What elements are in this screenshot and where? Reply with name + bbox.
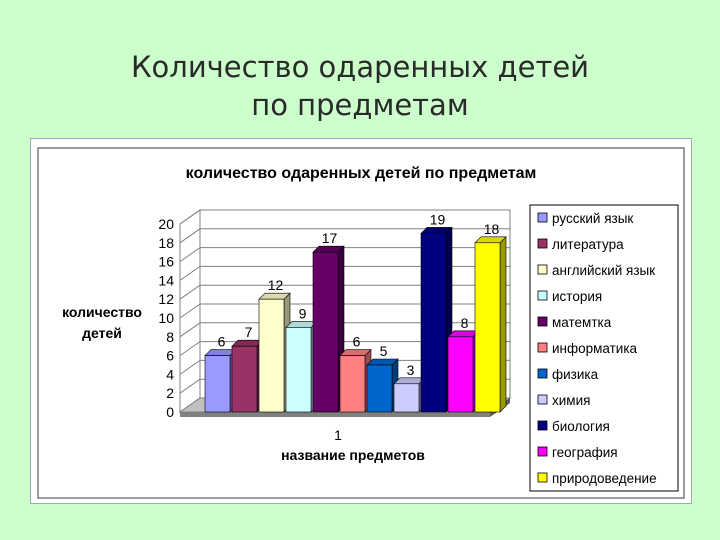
legend-label: география [552, 445, 618, 460]
data-label: 5 [380, 343, 388, 359]
data-label: 18 [484, 221, 500, 237]
legend-label: информатика [552, 341, 638, 356]
gridline-side [179, 209, 201, 225]
gridline-side [179, 265, 201, 281]
legend-swatch [537, 420, 548, 431]
bar-4 [285, 320, 318, 413]
bar-9 [420, 226, 453, 413]
legend-item: русский язык [537, 211, 633, 226]
gridline-side [179, 247, 201, 263]
legend-label: химия [552, 393, 590, 408]
gridline-side [179, 322, 201, 338]
legend-label: природоведение [552, 471, 657, 486]
y-tick-label: 6 [166, 348, 174, 364]
y-tick-label: 10 [158, 310, 174, 326]
data-label: 6 [353, 334, 361, 350]
slide-title-line2: по предметам [251, 88, 469, 122]
data-label: 19 [430, 211, 446, 227]
y-axis-label-line1: количество [62, 304, 142, 320]
data-label: 17 [322, 230, 338, 246]
y-tick-label: 0 [166, 404, 174, 420]
legend-item: физика [537, 367, 599, 382]
legend-swatch [537, 368, 548, 379]
data-label: 3 [407, 362, 415, 378]
legend-label: история [552, 289, 602, 304]
legend-item: литература [537, 237, 624, 252]
bar-7 [366, 358, 399, 413]
gridline-side [179, 341, 201, 357]
bar-2 [231, 339, 264, 413]
gridline-side [179, 284, 201, 300]
y-tick-label: 18 [158, 235, 174, 251]
data-label: 6 [218, 334, 226, 350]
chart-title: количество одаренных детей по предметам [186, 165, 537, 182]
legend-swatch [537, 472, 548, 483]
legend-label: литература [552, 237, 624, 252]
bar-3 [258, 292, 291, 413]
bar-5 [312, 245, 345, 413]
legend-swatch [537, 290, 548, 301]
bar-1 [204, 348, 237, 413]
y-tick-label: 4 [166, 366, 174, 382]
legend-swatch [537, 394, 548, 405]
legend-swatch [537, 238, 548, 249]
bar-11 [474, 236, 507, 413]
gridline-side [179, 228, 201, 244]
plot-area: 0 2 4 6 8 10 12 14 16 18 20 6 7 12 9 17 6 5 3 19 8 18 1 [158, 209, 512, 443]
legend-label: физика [552, 367, 599, 382]
data-label: 9 [299, 305, 307, 321]
y-tick-label: 14 [158, 272, 174, 288]
bar-8 [393, 377, 426, 413]
legend-swatch [537, 316, 548, 327]
legend: русский язык литература английский язык ист… [529, 204, 679, 492]
gridline-side [179, 378, 201, 394]
gridline-side [179, 303, 201, 319]
y-axis-label-line2: детей [82, 325, 122, 341]
legend-label: матемтка [552, 315, 612, 330]
legend-item: биология [537, 419, 610, 434]
legend-item: история [537, 289, 602, 304]
data-label: 8 [461, 315, 469, 331]
bar-10 [447, 330, 480, 413]
legend-item: английский язык [537, 263, 655, 278]
legend-swatch [537, 264, 548, 275]
slide-title-line1: Количество одаренных детей [130, 50, 590, 84]
floor-front [180, 412, 490, 417]
legend-item: химия [537, 393, 590, 408]
y-tick-label: 20 [158, 216, 174, 232]
legend-box [529, 204, 679, 492]
legend-item: география [537, 445, 618, 460]
y-tick-label: 12 [158, 291, 174, 307]
legend-swatch [537, 446, 548, 457]
y-tick-label: 2 [166, 385, 174, 401]
data-label: 12 [268, 277, 284, 293]
legend-label: русский язык [552, 211, 633, 226]
gridline-side [179, 359, 201, 375]
legend-label: биология [552, 419, 610, 434]
x-tick-label: 1 [334, 427, 342, 443]
x-axis-label: название предметов [281, 447, 425, 463]
legend-label: английский язык [552, 263, 655, 278]
y-tick-label: 8 [166, 329, 174, 345]
legend-item: природоведение [537, 471, 657, 486]
y-tick-label: 16 [158, 254, 174, 270]
legend-item: матемтка [537, 315, 612, 330]
legend-swatch [537, 342, 548, 353]
bar-6 [339, 348, 372, 413]
legend-item: информатика [537, 341, 638, 356]
data-label: 7 [245, 324, 253, 340]
slide-title: Количество одаренных детей по предметам [0, 48, 720, 124]
legend-swatch [537, 212, 548, 223]
